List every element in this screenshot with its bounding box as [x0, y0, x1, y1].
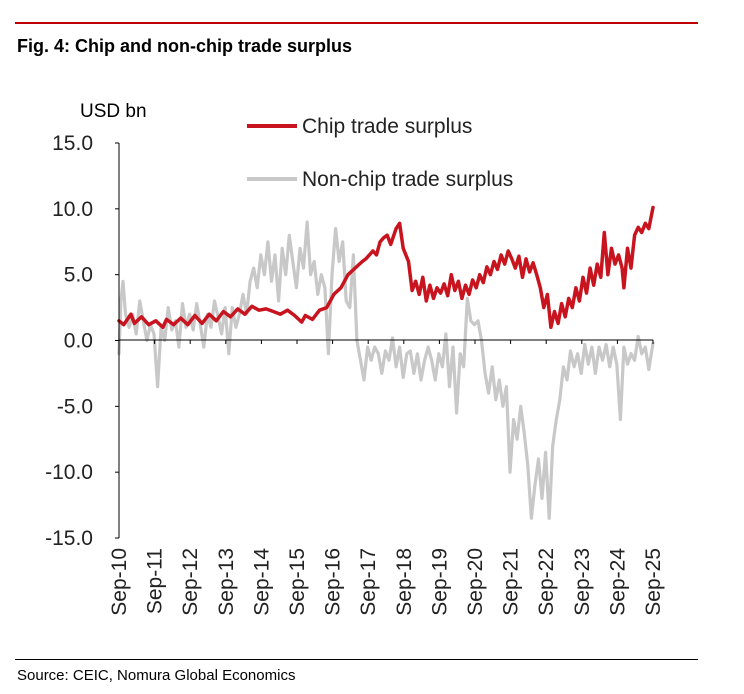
legend-label-non-chip: Non-chip trade surplus	[302, 168, 513, 191]
y-tick-label: 10.0	[52, 198, 93, 221]
x-tick-label: Sep-18	[393, 548, 416, 616]
y-tick-label: -15.0	[45, 527, 93, 550]
y-axis-label: USD bn	[80, 101, 147, 122]
x-tick-label: Sep-12	[179, 548, 202, 616]
x-tick-label: Sep-14	[250, 548, 273, 616]
x-tick-label: Sep-19	[428, 548, 451, 616]
x-tick-label: Sep-16	[322, 548, 345, 616]
series-line-non-chip	[117, 220, 655, 520]
x-tick-label: Sep-22	[535, 548, 558, 616]
top-rule	[15, 22, 698, 24]
y-tick-label: 0.0	[64, 330, 93, 353]
figure-title: Fig. 4: Chip and non-chip trade surplus	[17, 36, 353, 56]
x-tick-label: Sep-25	[642, 548, 665, 616]
legend-label-chip: Chip trade surplus	[302, 115, 472, 138]
y-tick-label: 5.0	[64, 264, 93, 287]
x-tick-label: Sep-24	[606, 548, 629, 616]
x-tick-label: Sep-11	[144, 548, 167, 614]
y-tick-label: 15.0	[52, 132, 93, 155]
x-tick-label: Sep-13	[215, 548, 238, 616]
series-line-chip	[117, 205, 655, 330]
y-tick-label: -5.0	[57, 395, 93, 418]
bottom-rule	[15, 659, 698, 660]
x-tick-label: Sep-20	[464, 548, 487, 616]
x-tick-label: Sep-15	[286, 548, 309, 616]
y-tick-label: -10.0	[45, 461, 93, 484]
x-tick-label: Sep-21	[500, 548, 523, 616]
source-note: Source: CEIC, Nomura Global Economics	[17, 667, 296, 684]
x-tick-label: Sep-23	[571, 548, 594, 616]
x-tick-label: Sep-17	[357, 548, 380, 616]
x-tick-label: Sep-10	[108, 548, 131, 616]
